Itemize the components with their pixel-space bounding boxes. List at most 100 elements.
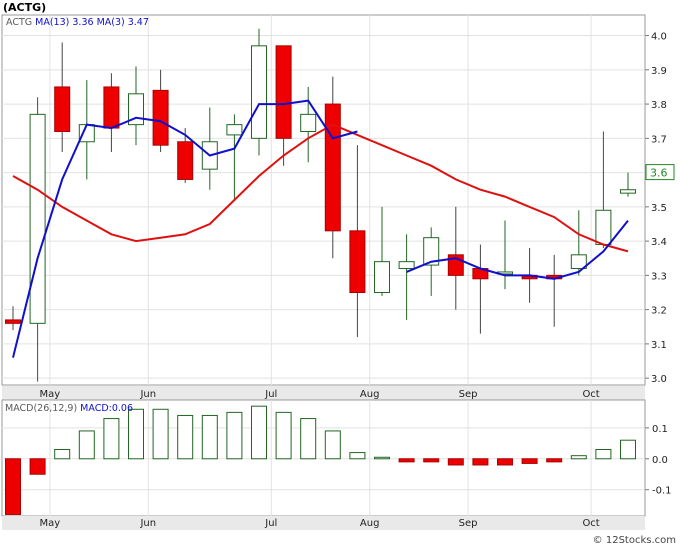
candle [251, 28, 267, 156]
macd-y-tick-label: 0.1 [652, 424, 668, 435]
ma3-line [12, 99, 629, 358]
x-tick-label-jul: Jul [264, 389, 277, 400]
x-tick-label-jul: Jul [264, 518, 277, 529]
legend-item: MA(13) [32, 17, 69, 28]
macd-plot-frame [1, 399, 646, 517]
x-tick-label-jun: Jun [139, 518, 156, 529]
candle [103, 73, 120, 153]
candle-body-down [5, 319, 21, 324]
x-tick-label-sep: Sep [459, 518, 478, 529]
macd-bar-negative [497, 458, 513, 466]
price-moving-averages [12, 99, 629, 358]
macd-x-axis-band [2, 516, 645, 530]
price-plot-frame [1, 14, 646, 386]
candle-body-up [620, 189, 636, 194]
price-y-tick-label: 3.7 [651, 134, 667, 145]
candle-body-up [78, 124, 95, 143]
macd-bar-positive [300, 418, 317, 460]
candle-body-up [423, 237, 440, 266]
candle-body-up [300, 113, 317, 132]
legend-item: MACD(26,12,9) [5, 403, 77, 414]
candle-body-up [226, 124, 243, 136]
legend-item: MACD:0.06 [77, 403, 133, 414]
candle-body-up [595, 209, 612, 246]
chart-symbol: (ACTG) [3, 1, 46, 14]
candle [128, 66, 144, 146]
price-y-tick-label: 3.9 [651, 66, 667, 77]
candle-body-down [54, 86, 71, 132]
watermark: © 12Stocks.com [593, 535, 676, 546]
x-tick-label-may: May [40, 518, 61, 529]
price-y-tick-label: 4.0 [651, 32, 667, 43]
candle-body-up [374, 261, 390, 293]
candle [300, 86, 317, 163]
x-tick-label-aug: Aug [360, 518, 380, 529]
candle [324, 76, 341, 259]
x-tick-label-may: May [40, 389, 61, 400]
candle-body-down [324, 103, 341, 232]
macd-bar-positive [570, 455, 587, 460]
macd-bar-negative [5, 458, 21, 515]
x-tick-label-aug: Aug [360, 389, 380, 400]
macd-bar-positive [226, 411, 243, 460]
price-y-tick-label: 3.2 [651, 306, 667, 317]
candle-body-up [29, 113, 46, 324]
macd-bar-positive [595, 448, 612, 460]
candle [374, 206, 390, 296]
legend-text: MACD(26,12,9) MACD:0.06 [5, 403, 133, 414]
price-x-tick-labels: May Jun Jul Aug Sep Oct [40, 389, 600, 400]
macd-bar-positive [177, 414, 194, 460]
macd-bar-positive [251, 405, 267, 460]
macd-bar-positive [324, 430, 341, 460]
legend-item: 3.36 [69, 17, 93, 28]
price-y-tick-label: 3.5 [651, 203, 667, 214]
candle-body-up [251, 45, 267, 139]
price-y-tick-label: 3.0 [651, 374, 667, 385]
candle-body-down [349, 230, 366, 293]
last-price-label: 3.6 [650, 167, 668, 180]
macd-bar-positive [374, 456, 390, 460]
x-tick-label-sep: Sep [459, 389, 478, 400]
candle [226, 114, 243, 200]
macd-bar-positive [78, 430, 95, 460]
candle-body-up [128, 93, 144, 126]
price-vertical-grid [49, 15, 592, 385]
price-y-tick-labels: 3.0 3.1 3.2 3.3 3.4 3.5 3.6 3.7 3.8 3.9 4.0 [645, 32, 667, 385]
x-tick-label-oct: Oct [582, 518, 599, 529]
candle [275, 45, 292, 166]
price-legend: ACTG MA(13) 3.36 MA(3) 3.47 [6, 17, 149, 28]
macd-bar-positive [201, 414, 218, 460]
candle [177, 128, 194, 183]
candle-body-up [398, 261, 415, 270]
candle-body-down [103, 86, 120, 129]
macd-panel: 0.1 0.0 -0.1 May Jun Jul Aug Sep Oct MACD(26,12… [1, 399, 672, 530]
macd-legend: MACD(26,12,9) MACD:0.06 [5, 403, 133, 414]
legend-item: ACTG [6, 17, 32, 28]
candle [570, 210, 587, 276]
candle-body-down [152, 89, 169, 146]
last-price-marker: 3.6 [645, 164, 675, 181]
macd-y-tick-label: 0.0 [652, 455, 668, 466]
candle [349, 145, 366, 338]
candle-body-down [177, 141, 194, 180]
macd-bar-positive [54, 448, 71, 460]
price-y-tick-label: 3.1 [651, 340, 667, 351]
x-tick-label-jun: Jun [139, 389, 156, 400]
candle [78, 80, 95, 180]
price-y-tick-label: 3.4 [651, 237, 667, 248]
macd-x-tick-labels: May Jun Jul Aug Sep Oct [40, 518, 600, 529]
candle [595, 131, 612, 248]
legend-item: 3.47 [125, 17, 149, 28]
x-axis-band [2, 386, 645, 400]
macd-bar-positive [349, 452, 366, 460]
macd-histogram-bars [5, 405, 636, 515]
candle [54, 42, 71, 153]
candle [620, 172, 636, 197]
macd-y-tick-labels: 0.1 0.0 -0.1 [645, 424, 672, 497]
macd-bar-negative [521, 458, 538, 464]
macd-bar-positive [103, 418, 120, 460]
last-price-box [645, 164, 675, 181]
candle-body-up [570, 254, 587, 270]
price-y-tick-label: 3.3 [651, 271, 667, 282]
